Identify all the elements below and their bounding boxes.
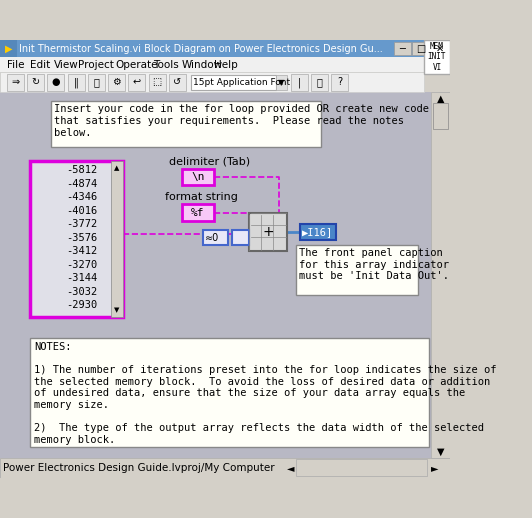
Bar	[0, 457, 450, 478]
Text: 🔍: 🔍	[317, 77, 322, 88]
Text: ▶I16]: ▶I16]	[302, 227, 334, 237]
Text: ►: ►	[431, 463, 438, 473]
Text: MEM
INIT
VI: MEM INIT VI	[428, 42, 446, 72]
Text: View: View	[54, 60, 79, 69]
Text: □: □	[417, 44, 426, 53]
Text: ▼: ▼	[278, 78, 285, 87]
Text: Window: Window	[181, 60, 222, 69]
Text: ↩: ↩	[133, 77, 141, 88]
Bar	[300, 224, 336, 239]
Text: NOTES:

1) The number of iterations preset into the for loop indicates the size : NOTES: 1) The number of iterations prese…	[34, 342, 496, 444]
Text: ⇒: ⇒	[11, 77, 19, 88]
Text: ▼: ▼	[114, 308, 119, 313]
Text: The front panel caption
for this array indicator
must be 'Init Data Out'.: The front panel caption for this array i…	[299, 248, 449, 281]
Text: ↻: ↻	[31, 77, 39, 88]
Text: -3576: -3576	[66, 233, 97, 243]
Text: ⬚: ⬚	[153, 77, 162, 88]
Bar	[250, 213, 287, 251]
Text: -3032: -3032	[66, 287, 97, 297]
Text: ─: ─	[400, 44, 405, 53]
Text: Insert your code in the for loop provided OR create new code
that satisfies your: Insert your code in the for loop provide…	[54, 104, 429, 137]
Bar	[7, 74, 23, 91]
Bar	[169, 74, 186, 91]
Text: -3144: -3144	[66, 274, 97, 283]
Text: 💡: 💡	[94, 77, 99, 88]
Bar	[232, 231, 250, 246]
Bar	[0, 72, 425, 93]
Bar	[431, 42, 448, 55]
Bar	[431, 93, 450, 457]
Bar	[291, 74, 307, 91]
Bar	[394, 42, 411, 55]
Bar	[111, 161, 122, 318]
Text: -3412: -3412	[66, 247, 97, 256]
Text: -2930: -2930	[66, 300, 97, 310]
Bar	[149, 74, 165, 91]
Bar	[27, 74, 44, 91]
Text: Edit: Edit	[30, 60, 51, 69]
Bar	[203, 231, 228, 246]
Text: 15pt Application Font: 15pt Application Font	[193, 78, 290, 87]
Bar	[433, 104, 448, 129]
Text: ✕: ✕	[436, 44, 444, 53]
Bar	[412, 42, 429, 55]
Text: +: +	[262, 225, 274, 239]
Text: ?: ?	[337, 77, 343, 88]
Text: ●: ●	[52, 77, 60, 88]
Bar	[30, 161, 122, 318]
Bar	[0, 93, 431, 457]
Bar	[182, 168, 214, 185]
Text: Operate: Operate	[115, 60, 158, 69]
Bar	[51, 101, 321, 148]
Bar	[311, 74, 328, 91]
Bar	[191, 75, 276, 90]
Bar	[68, 74, 85, 91]
Bar	[128, 74, 145, 91]
Text: format string: format string	[165, 192, 238, 202]
Bar	[0, 40, 17, 57]
Text: ↺: ↺	[173, 77, 181, 88]
Text: -3270: -3270	[66, 260, 97, 270]
Text: ▲: ▲	[437, 94, 444, 104]
Text: ‖: ‖	[73, 77, 79, 88]
Bar	[0, 40, 450, 57]
Text: -5812: -5812	[66, 165, 97, 175]
Text: ▶: ▶	[5, 44, 12, 53]
Text: -4346: -4346	[66, 192, 97, 202]
Bar	[296, 459, 427, 476]
Bar	[0, 57, 425, 72]
Text: ◄: ◄	[287, 463, 295, 473]
Text: Help: Help	[214, 60, 238, 69]
Text: -3772: -3772	[66, 219, 97, 229]
Text: delimiter (Tab): delimiter (Tab)	[169, 157, 250, 167]
Text: Power Electronics Design Guide.lvproj/My Computer: Power Electronics Design Guide.lvproj/My…	[3, 463, 275, 473]
Text: %f: %f	[191, 208, 204, 218]
Text: ▲: ▲	[114, 165, 119, 171]
Text: Project: Project	[78, 60, 114, 69]
Text: |: |	[297, 77, 301, 88]
Bar	[47, 74, 64, 91]
Bar	[296, 244, 418, 295]
Bar	[425, 40, 450, 74]
Text: Tools: Tools	[153, 60, 179, 69]
Bar	[182, 204, 214, 221]
Bar	[30, 338, 429, 448]
Text: ⚙: ⚙	[112, 77, 121, 88]
Bar	[276, 75, 287, 90]
Bar	[108, 74, 125, 91]
Text: File: File	[7, 60, 24, 69]
Text: ▼: ▼	[437, 447, 444, 457]
Text: Init Thermistor Scaling.vi Block Diagram on Power Electronics Design Gu...: Init Thermistor Scaling.vi Block Diagram…	[19, 44, 383, 53]
Text: -4874: -4874	[66, 179, 97, 189]
Bar	[88, 74, 105, 91]
Text: \n: \n	[191, 172, 204, 182]
Bar	[331, 74, 348, 91]
Text: -4016: -4016	[66, 206, 97, 216]
Text: ≈0: ≈0	[205, 233, 220, 243]
